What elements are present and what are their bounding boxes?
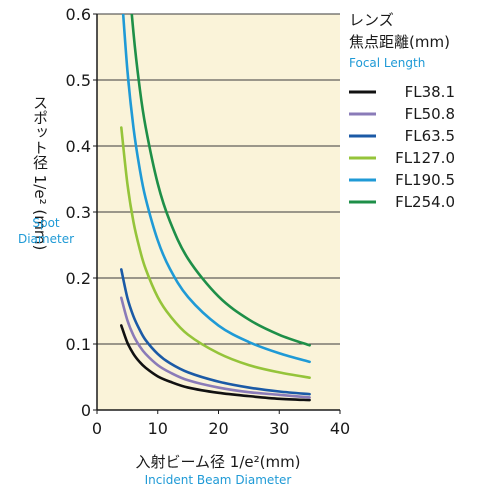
x-tick-labels: 0 10 20 30 40: [92, 410, 350, 438]
x-tick-label: 0: [92, 419, 102, 438]
series-line-fl254-0: [130, 14, 311, 347]
legend: FL38.1 FL50.8 FL63.5 FL127.0 FL190.5 FL254.0: [349, 83, 455, 211]
x-tick-label: 30: [269, 419, 289, 438]
series-group: [120, 14, 311, 402]
legend-title-line2: 焦点距離(mm): [349, 33, 450, 51]
series-line-fl50-8: [120, 296, 311, 399]
series-line-fl63-5: [120, 268, 311, 396]
legend-label: FL50.8: [405, 105, 455, 123]
legend-label: FL190.5: [395, 171, 455, 189]
y-tick-label: 0.3: [66, 203, 91, 222]
legend-title-line1: レンズ: [349, 11, 394, 29]
legend-label: FL38.1: [405, 83, 455, 101]
x-tick-label: 40: [330, 419, 350, 438]
y-tick-label: 0: [81, 401, 91, 420]
x-tick-label: 20: [208, 419, 228, 438]
legend-title-en: Focal Length: [349, 56, 425, 70]
legend-label: FL63.5: [405, 127, 455, 145]
legend-label: FL254.0: [395, 193, 455, 211]
x-tick-label: 10: [148, 419, 168, 438]
x-axis-label-en: Incident Beam Diameter: [145, 473, 292, 487]
series-line-fl38-1: [120, 324, 311, 402]
legend-label: FL127.0: [395, 149, 455, 167]
x-axis-label-jp: 入射ビーム径 1/e²(mm): [135, 453, 300, 471]
y-tick-label: 0.2: [66, 269, 91, 288]
y-tick-label: 0.6: [66, 5, 91, 24]
y-tick-labels: 0 0.1 0.2 0.3 0.4 0.5 0.6: [66, 5, 97, 420]
y-tick-label: 0.4: [66, 137, 91, 156]
series-line-fl127-0: [120, 126, 311, 379]
y-axis-label-en-diameter: Diameter: [18, 232, 74, 246]
y-axis-label-jp: スポット径 1/e² (mm): [31, 95, 49, 250]
y-tick-label: 0.1: [66, 335, 91, 354]
y-axis-label-en-spot: Spot: [32, 216, 60, 230]
y-tick-label: 0.5: [66, 71, 91, 90]
series-line-fl190-5: [121, 14, 311, 364]
